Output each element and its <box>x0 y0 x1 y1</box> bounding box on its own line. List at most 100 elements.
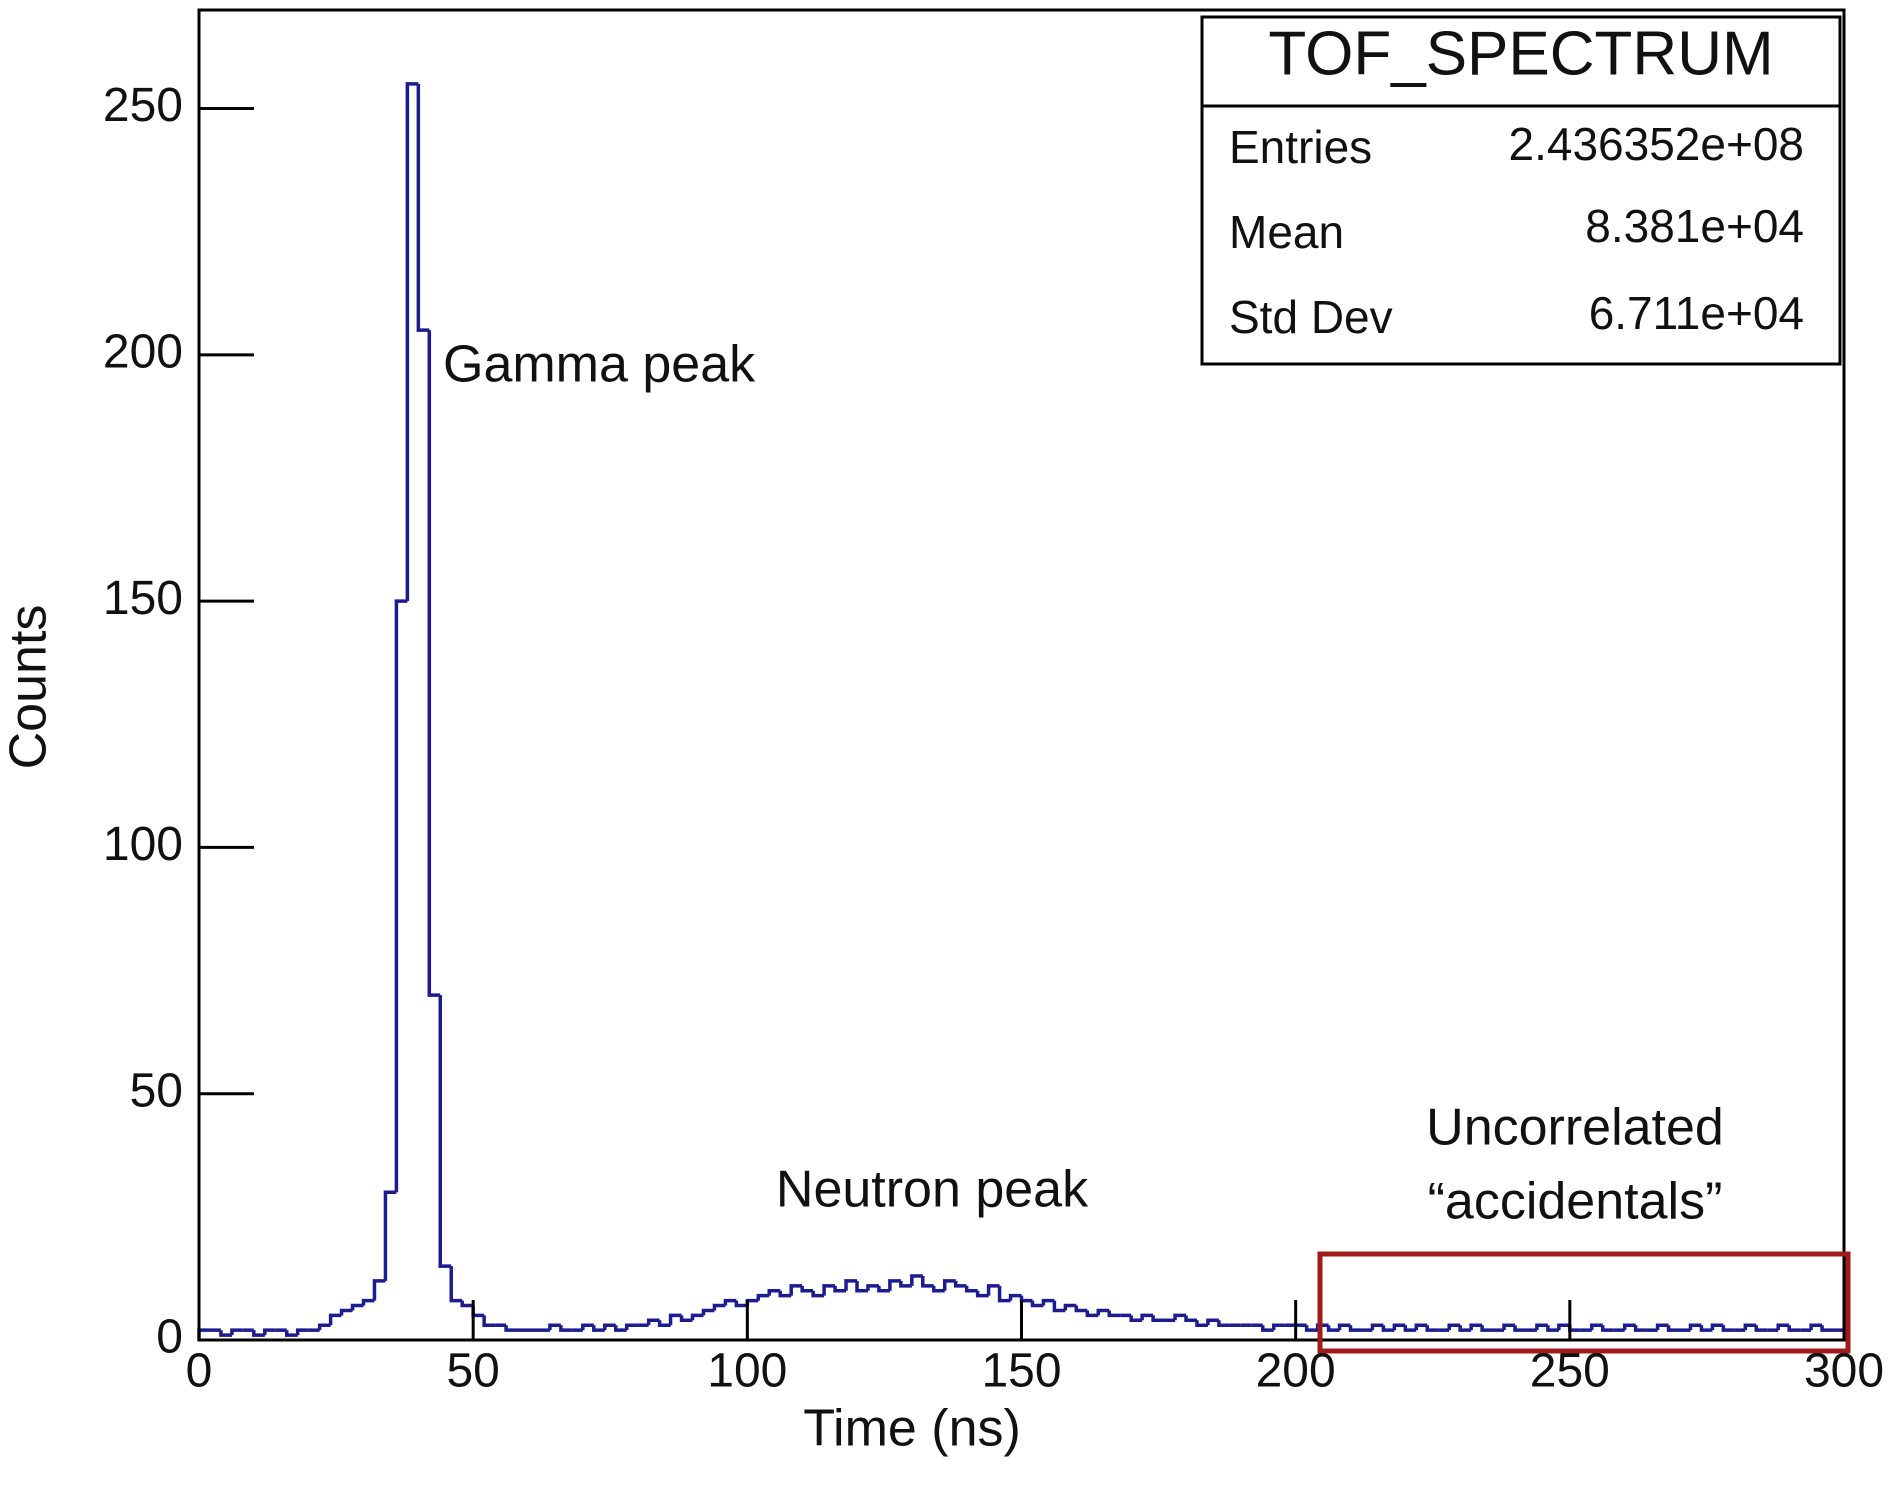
bin <box>877 1285 890 1293</box>
bin <box>1151 1315 1165 1323</box>
stats-label: Entries <box>1229 121 1372 173</box>
bin <box>1195 1320 1208 1327</box>
bin <box>1129 1315 1143 1323</box>
bin <box>855 1280 868 1293</box>
stats-label: Std Dev <box>1229 291 1393 343</box>
bin <box>1217 1320 1230 1327</box>
bin <box>932 1285 945 1293</box>
bin <box>1261 1325 1274 1332</box>
bin <box>416 83 430 332</box>
bin <box>1590 1323 1603 1331</box>
bin <box>1392 1323 1406 1331</box>
bin <box>1469 1323 1483 1331</box>
bin <box>438 995 452 1268</box>
bin <box>975 1290 989 1298</box>
bin <box>800 1285 814 1293</box>
bin <box>1600 1325 1614 1332</box>
bin <box>1107 1310 1121 1318</box>
stats-value: 6.711e+04 <box>1589 287 1804 339</box>
stats-frame <box>1200 15 1842 366</box>
stats-title: TOF_SPECTRUM <box>1268 19 1773 88</box>
bin <box>767 1288 781 1296</box>
bin <box>394 599 408 1193</box>
bin <box>1688 1323 1702 1331</box>
bin <box>1546 1325 1559 1332</box>
bin <box>295 1328 309 1336</box>
bin <box>1074 1305 1088 1313</box>
bin <box>778 1290 792 1298</box>
bin <box>504 1325 518 1332</box>
stats-value: 8.381e+04 <box>1585 200 1804 252</box>
bin <box>953 1280 967 1288</box>
bin <box>1184 1315 1197 1323</box>
bin <box>350 1303 364 1311</box>
bin <box>1458 1325 1472 1332</box>
bin <box>1480 1325 1494 1332</box>
bin <box>1337 1323 1351 1331</box>
bin <box>1633 1325 1647 1332</box>
bin <box>942 1279 956 1291</box>
bin <box>1414 1323 1428 1331</box>
bin <box>1403 1325 1417 1332</box>
bin <box>613 1325 627 1332</box>
bin <box>1655 1323 1669 1331</box>
bin <box>230 1328 243 1336</box>
y-tick-label: 250 <box>103 79 183 132</box>
bin <box>1370 1323 1384 1331</box>
bin <box>1348 1325 1362 1332</box>
bin <box>756 1293 770 1301</box>
bin <box>1809 1323 1823 1331</box>
bin <box>888 1279 901 1291</box>
bin <box>997 1285 1011 1303</box>
bin <box>1447 1323 1461 1331</box>
bin <box>1425 1325 1439 1332</box>
bin <box>866 1284 879 1291</box>
bin <box>712 1303 726 1311</box>
bin <box>723 1298 737 1306</box>
bin <box>317 1323 331 1331</box>
bin <box>1776 1323 1790 1331</box>
bin <box>624 1323 638 1331</box>
bin <box>833 1285 847 1293</box>
bin <box>1030 1300 1044 1308</box>
bin <box>910 1274 923 1286</box>
bin <box>284 1330 298 1337</box>
histogram <box>197 82 1844 1340</box>
x-tick-label: 0 <box>186 1345 213 1398</box>
bin <box>449 1266 463 1303</box>
bin <box>822 1284 836 1296</box>
bin <box>1535 1323 1548 1331</box>
annotation: Gamma peak <box>443 336 756 394</box>
bin <box>789 1284 803 1296</box>
bin <box>668 1313 682 1326</box>
x-tick-label: 250 <box>1530 1345 1610 1398</box>
bin <box>1513 1325 1526 1332</box>
bin <box>252 1330 265 1337</box>
bin <box>1502 1323 1515 1331</box>
x-tick-label: 200 <box>1256 1345 1336 1398</box>
bin <box>921 1275 934 1288</box>
bin <box>1710 1323 1724 1331</box>
bin <box>548 1323 561 1331</box>
bin <box>679 1315 693 1323</box>
bin <box>844 1279 857 1291</box>
highlight-box <box>1317 1251 1851 1354</box>
bin <box>1008 1293 1022 1301</box>
x-tick-label: 150 <box>981 1345 1061 1398</box>
bin <box>581 1323 594 1331</box>
y-axis-title: Counts <box>0 605 58 770</box>
bin <box>1041 1298 1055 1306</box>
bin <box>263 1328 276 1336</box>
bin <box>219 1330 232 1337</box>
bin <box>1787 1325 1801 1332</box>
bin <box>482 1315 496 1327</box>
bin <box>1063 1303 1077 1311</box>
bin <box>986 1284 1000 1296</box>
bin <box>603 1323 616 1331</box>
x-axis-title: Time (ns) <box>803 1400 1021 1458</box>
bin <box>1557 1323 1570 1331</box>
bin <box>1304 1325 1318 1332</box>
x-tick-label: 100 <box>707 1345 787 1398</box>
bin <box>592 1325 605 1332</box>
